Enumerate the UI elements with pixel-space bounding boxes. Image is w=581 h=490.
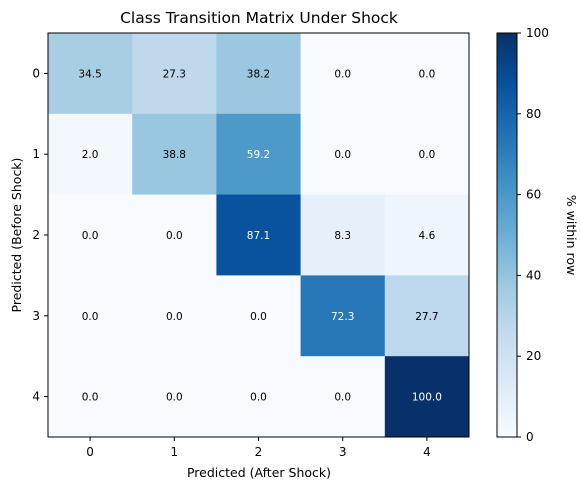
heatmap-cell-1-0 [48,113,133,196]
heatmap-cell-4-0 [48,356,133,438]
cell-value-3-0: 0.0 [82,311,99,323]
colorbar-tick-label: 60 [526,188,541,202]
colorbar-tick-label: 20 [526,349,541,363]
x-tick-label: 3 [339,445,347,459]
cell-value-1-1: 38.8 [163,149,186,161]
y-tick-label: 1 [32,147,40,161]
x-axis-ticks: 0 1 2 3 4 [86,437,431,459]
chart-title: Class Transition Matrix Under Shock [120,9,398,27]
cell-value-0-0: 34.5 [78,68,101,80]
heatmap-cell-0-2 [216,33,302,115]
cell-value-0-4: 0.0 [419,68,436,80]
y-axis-ticks: 0 1 2 3 4 [32,66,48,404]
heatmap-cell-0-1 [132,33,217,115]
heatmap-cell-1-1 [132,113,217,196]
colorbar-tick-label: 80 [526,107,541,121]
heatmap-cell-0-4 [384,33,470,115]
heatmap-cell-2-0 [48,194,133,276]
heatmap-cell-3-4 [384,275,470,357]
cell-value-4-3: 0.0 [334,392,351,404]
heatmap-cell-4-4 [384,356,470,438]
x-tick-label: 4 [423,445,431,459]
cell-value-0-1: 27.3 [163,68,186,80]
cell-value-3-3: 72.3 [331,311,354,323]
cell-value-4-2: 0.0 [250,392,267,404]
heatmap-cell-3-1 [132,275,217,357]
colorbar-label: % within row [564,195,579,275]
cell-value-3-4: 27.7 [415,311,438,323]
y-axis-label: Predicted (Before Shock) [9,158,24,313]
cell-value-4-4: 100.0 [412,392,442,404]
cell-value-0-3: 0.0 [334,68,351,80]
x-tick-label: 2 [255,445,263,459]
x-tick-label: 0 [86,445,94,459]
heatmap-cell-1-4 [384,113,470,196]
cell-value-2-2: 87.1 [247,230,270,242]
heatmap-cell-2-2 [216,194,302,276]
colorbar [496,32,518,438]
colorbar-tick-label: 0 [526,430,534,444]
y-tick-label: 0 [32,66,40,80]
heatmap-cell-0-0 [48,33,133,115]
heatmap-cell-labels: 34.5 27.3 38.2 0.0 0.0 2.0 38.8 59.2 0.0 0.0 0.0 0.… [78,68,442,403]
heatmap-cell-4-2 [216,356,302,438]
cell-value-4-1: 0.0 [166,392,183,404]
colorbar-ticks: 0 20 40 60 80 100 [517,26,549,444]
heatmap-cell-2-1 [132,194,217,276]
cell-value-2-0: 0.0 [82,230,99,242]
cell-value-2-4: 4.6 [419,230,436,242]
heatmap-cell-2-3 [300,194,386,276]
cell-value-4-0: 0.0 [82,392,99,404]
y-tick-label: 2 [32,228,40,242]
x-tick-label: 1 [170,445,178,459]
cell-value-1-3: 0.0 [334,149,351,161]
y-tick-label: 3 [32,309,40,323]
cell-value-3-2: 0.0 [250,311,267,323]
cell-value-1-4: 0.0 [419,149,436,161]
cell-value-1-2: 59.2 [247,149,270,161]
cell-value-2-1: 0.0 [166,230,183,242]
heatmap-cell-3-3 [300,275,386,357]
heatmap-cell-4-1 [132,356,217,438]
heatmap-cell-1-2 [216,113,302,196]
cell-value-1-0: 2.0 [82,149,99,161]
heatmap-cell-3-0 [48,275,133,357]
heatmap-cell-4-3 [300,356,386,438]
cell-value-3-1: 0.0 [166,311,183,323]
colorbar-tick-label: 40 [526,268,541,282]
x-axis-label: Predicted (After Shock) [187,465,331,480]
heatmap-cell-1-3 [300,113,386,196]
colorbar-tick-label: 100 [526,26,549,40]
heatmap-cells [48,33,470,438]
heatmap-cell-2-4 [384,194,470,276]
cell-value-0-2: 38.2 [247,68,270,80]
cell-value-2-3: 8.3 [334,230,351,242]
heatmap-cell-3-2 [216,275,302,357]
heatmap-cell-0-3 [300,33,386,115]
y-tick-label: 4 [32,390,40,404]
